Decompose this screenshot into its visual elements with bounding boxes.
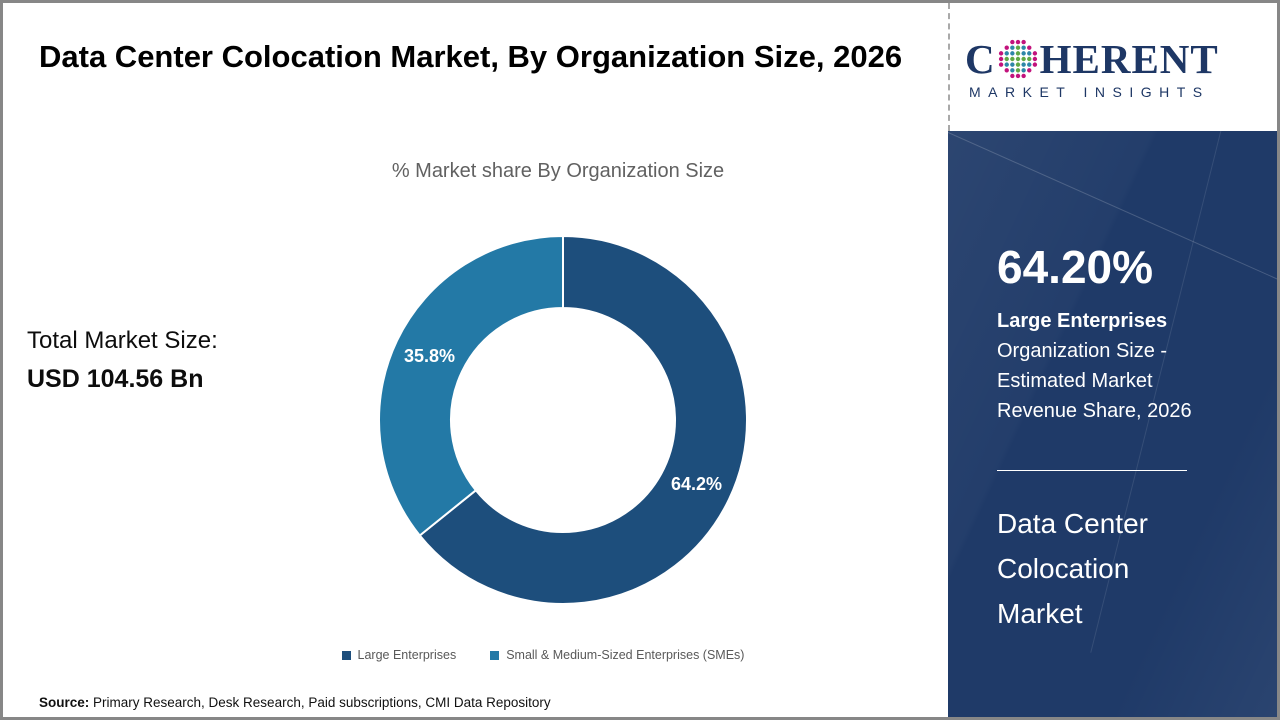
sidebar-panel: 64.20% Large Enterprises Organization Si… xyxy=(948,131,1277,717)
globe-dot xyxy=(1009,56,1015,62)
globe-dot xyxy=(1026,56,1032,62)
globe-dot xyxy=(1009,68,1015,73)
source-label: Source: xyxy=(39,695,90,710)
globe-dot xyxy=(998,56,1003,62)
globe-dot xyxy=(1026,45,1032,50)
total-market-size-label: Total Market Size: xyxy=(27,327,218,354)
brand-logo-row: C HERENT xyxy=(965,38,1277,80)
slice-data-label: 35.8% xyxy=(404,346,455,366)
brand-name-left: C xyxy=(965,35,996,82)
globe-dot xyxy=(1004,51,1009,56)
globe-dot xyxy=(1015,39,1020,45)
globe-dot xyxy=(1004,45,1009,50)
page-title: Data Center Colocation Market, By Organi… xyxy=(39,39,903,74)
donut-slice xyxy=(418,234,748,605)
globe-dot xyxy=(1032,62,1037,67)
legend-item: Large Enterprises xyxy=(341,648,457,662)
stat-description: Organization Size - Estimated Market Reven… xyxy=(997,336,1247,426)
legend-marker-icon xyxy=(490,650,500,660)
stat-value: 64.20% xyxy=(997,241,1154,293)
chart-legend: Large Enterprises Small & Medium-Sized En… xyxy=(283,648,803,662)
globe-dot xyxy=(1015,51,1020,56)
globe-dot xyxy=(1009,73,1015,79)
globe-dot xyxy=(1015,56,1020,62)
globe-dot xyxy=(1015,62,1020,67)
donut-chart: 64.2% 35.8% xyxy=(378,234,748,605)
stat-title: Large Enterprises xyxy=(997,310,1168,333)
legend-label: Large Enterprises xyxy=(357,648,457,662)
globe-dot xyxy=(1009,39,1015,45)
globe-dot xyxy=(1032,51,1037,56)
text-line: Market xyxy=(997,598,1083,630)
total-market-size-value: USD 104.56 Bn xyxy=(27,365,204,393)
globe-dot xyxy=(1009,45,1015,50)
globe-dot xyxy=(1021,56,1026,62)
legend-item: Small & Medium-Sized Enterprises (SMEs) xyxy=(490,648,744,662)
globe-dots-icon xyxy=(998,39,1037,79)
brand-name-right: HERENT xyxy=(1039,35,1219,82)
text-line: Colocation xyxy=(997,553,1130,585)
globe-dot xyxy=(1009,62,1015,67)
globe-dot xyxy=(1015,68,1020,73)
globe-dot xyxy=(1015,45,1020,50)
globe-dot xyxy=(1004,62,1009,67)
globe-dot xyxy=(1021,73,1026,79)
globe-dot xyxy=(1026,51,1032,56)
text-line: Data Center xyxy=(997,508,1148,540)
globe-dot xyxy=(1032,56,1037,62)
text-line: Revenue Share, 2026 xyxy=(997,400,1192,423)
donut-slice xyxy=(378,234,564,537)
chart-title: % Market share By Organization Size xyxy=(391,160,725,182)
globe-dot xyxy=(1004,56,1009,62)
globe-dot xyxy=(998,51,1003,56)
brand-tagline: MARKET INSIGHTS xyxy=(969,84,1210,100)
globe-dot xyxy=(1026,68,1032,73)
globe-dot xyxy=(1009,51,1015,56)
legend-marker-icon xyxy=(341,650,351,660)
slice-data-label: 64.2% xyxy=(671,474,722,494)
globe-dot xyxy=(1026,62,1032,67)
market-name: Data Center Colocation Market xyxy=(948,471,1277,636)
source-line: Source: Primary Research, Desk Research,… xyxy=(39,695,551,710)
sidebar: C HERENT MARKET INSIGHTS 64.20% Large En… xyxy=(948,3,1277,717)
globe-dot xyxy=(1021,62,1026,67)
globe-dot xyxy=(1015,73,1020,79)
text-line: Organization Size - xyxy=(997,340,1168,363)
total-market-size-block: Total Market Size: USD 104.56 Bn xyxy=(27,327,218,394)
source-text: Primary Research, Desk Research, Paid su… xyxy=(89,695,551,710)
globe-dot xyxy=(1021,45,1026,50)
highlight-stat-block: 64.20% Large Enterprises Organization Si… xyxy=(948,131,1277,426)
brand-logo: C HERENT MARKET INSIGHTS xyxy=(948,3,1277,131)
globe-dot xyxy=(998,62,1003,67)
text-line: Estimated Market xyxy=(997,370,1153,393)
globe-dot xyxy=(1021,51,1026,56)
globe-dot xyxy=(1021,68,1026,73)
globe-dot xyxy=(1004,68,1009,73)
sidebar-divider xyxy=(997,470,1187,472)
legend-label: Small & Medium-Sized Enterprises (SMEs) xyxy=(506,648,745,662)
globe-dot xyxy=(1021,39,1026,45)
